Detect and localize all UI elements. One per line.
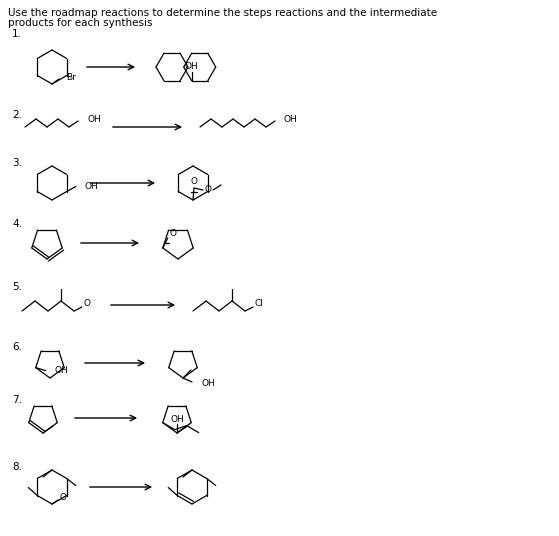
Text: 7.: 7.	[12, 395, 22, 405]
Text: O: O	[191, 177, 197, 187]
Text: 5.: 5.	[12, 282, 22, 292]
Text: products for each synthesis: products for each synthesis	[8, 18, 153, 28]
Text: OH: OH	[55, 366, 69, 375]
Text: 4.: 4.	[12, 219, 22, 229]
Text: OH: OH	[87, 115, 101, 124]
Text: OH: OH	[201, 378, 215, 388]
Text: Cl: Cl	[254, 299, 263, 308]
Text: OH: OH	[284, 115, 298, 124]
Text: 3.: 3.	[12, 158, 22, 168]
Text: Use the roadmap reactions to determine the steps reactions and the intermediate: Use the roadmap reactions to determine t…	[8, 8, 437, 18]
Text: 8.: 8.	[12, 462, 22, 472]
Text: OH: OH	[85, 182, 98, 191]
Text: OH: OH	[185, 62, 198, 71]
Text: 6.: 6.	[12, 342, 22, 352]
Text: O: O	[205, 185, 211, 195]
Text: 1.: 1.	[12, 29, 22, 39]
Text: O: O	[83, 299, 91, 308]
Text: O: O	[59, 493, 67, 502]
Text: Br: Br	[66, 73, 76, 83]
Text: 2.: 2.	[12, 110, 22, 120]
Text: O: O	[169, 229, 176, 239]
Text: OH: OH	[170, 414, 184, 423]
